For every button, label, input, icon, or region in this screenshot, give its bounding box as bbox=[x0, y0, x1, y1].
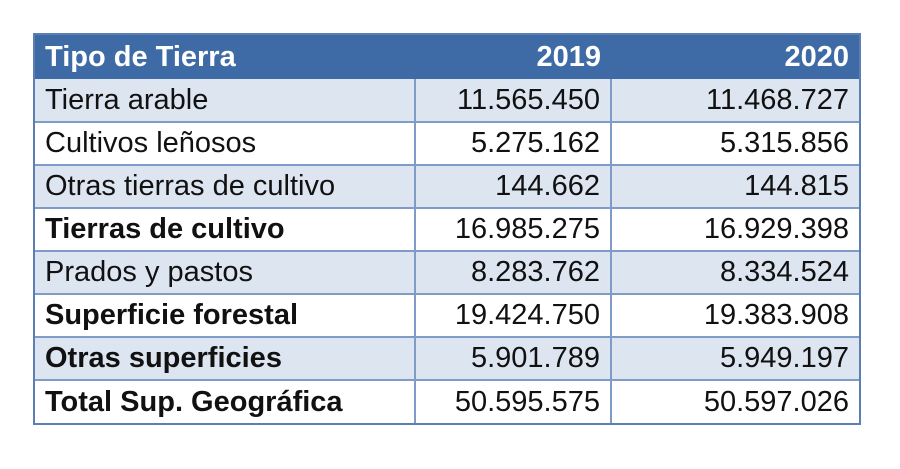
row-label: Otras tierras de cultivo bbox=[35, 165, 416, 209]
table-row: Total Sup. Geográfica 50.595.575 50.597.… bbox=[35, 380, 859, 423]
table-row: Superficie forestal 19.424.750 19.383.90… bbox=[35, 294, 859, 338]
value-2020: 5.949.197 bbox=[611, 337, 859, 381]
value-2019: 19.424.750 bbox=[415, 294, 612, 338]
table-row: Cultivos leñosos 5.275.162 5.315.856 bbox=[35, 122, 859, 166]
table-row: Tierras de cultivo 16.985.275 16.929.398 bbox=[35, 208, 859, 252]
value-2020: 11.468.727 bbox=[611, 79, 859, 123]
header-row: Tipo de Tierra 2019 2020 bbox=[35, 35, 859, 79]
row-label: Cultivos leñosos bbox=[35, 122, 416, 166]
row-label: Superficie forestal bbox=[35, 294, 416, 338]
table-row: Otras tierras de cultivo 144.662 144.815 bbox=[35, 165, 859, 209]
value-2020: 19.383.908 bbox=[611, 294, 859, 338]
table-row: Otras superficies 5.901.789 5.949.197 bbox=[35, 337, 859, 381]
row-label: Total Sup. Geográfica bbox=[35, 380, 416, 423]
data-table: Tipo de Tierra 2019 2020 Tierra arable 1… bbox=[35, 35, 859, 423]
table-row: Tierra arable 11.565.450 11.468.727 bbox=[35, 79, 859, 123]
table-row: Prados y pastos 8.283.762 8.334.524 bbox=[35, 251, 859, 295]
value-2020: 8.334.524 bbox=[611, 251, 859, 295]
header-2019: 2019 bbox=[415, 35, 611, 79]
row-label: Otras superficies bbox=[35, 337, 416, 381]
header-land-type: Tipo de Tierra bbox=[35, 35, 415, 79]
value-2019: 16.985.275 bbox=[415, 208, 612, 252]
value-2019: 8.283.762 bbox=[415, 251, 612, 295]
value-2019: 5.901.789 bbox=[415, 337, 612, 381]
value-2020: 16.929.398 bbox=[611, 208, 859, 252]
land-type-table: Tipo de Tierra 2019 2020 Tierra arable 1… bbox=[33, 33, 861, 425]
header-2020: 2020 bbox=[611, 35, 859, 79]
row-label: Tierras de cultivo bbox=[35, 208, 416, 252]
value-2019: 5.275.162 bbox=[415, 122, 612, 166]
value-2020: 5.315.856 bbox=[611, 122, 859, 166]
value-2020: 50.597.026 bbox=[611, 380, 859, 423]
row-label: Tierra arable bbox=[35, 79, 416, 123]
row-label: Prados y pastos bbox=[35, 251, 416, 295]
value-2019: 11.565.450 bbox=[415, 79, 612, 123]
value-2019: 144.662 bbox=[415, 165, 612, 209]
value-2020: 144.815 bbox=[611, 165, 859, 209]
value-2019: 50.595.575 bbox=[415, 380, 612, 423]
